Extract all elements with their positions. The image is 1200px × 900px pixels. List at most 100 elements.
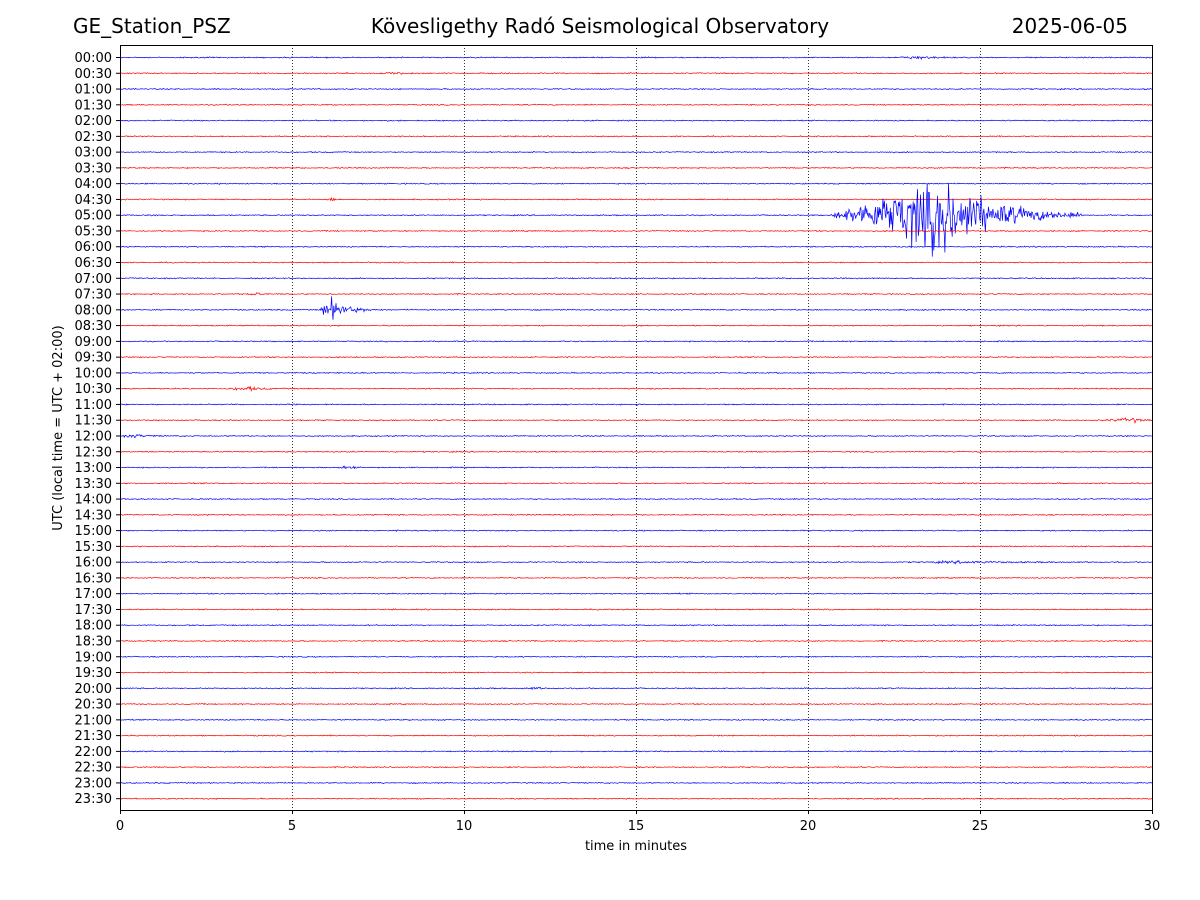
y-tick-label: 18:30 [75,634,112,649]
y-tick-label: 14:30 [75,508,112,523]
y-tick-label: 22:00 [75,745,112,760]
y-tick-label: 11:00 [75,398,112,413]
y-tick-label: 03:30 [75,161,112,176]
trace-0230 [119,135,1153,138]
y-tick-label: 20:00 [75,682,112,697]
trace-0800 [119,296,1153,320]
trace-0530 [119,229,1153,233]
trace-0900 [119,340,1153,343]
y-tick-label: 17:30 [75,603,112,618]
trace-1700 [119,592,1153,595]
trace-0030 [119,71,1153,75]
y-tick-label: 10:30 [75,382,112,397]
record-date: 2025-06-05 [1011,14,1128,38]
x-tick-label: 0 [116,819,124,834]
y-tick-label: 01:00 [75,83,112,98]
trace-0730 [119,292,1153,296]
y-tick-label: 10:00 [75,366,112,381]
x-axis-label: time in minutes [585,839,687,854]
trace-0830 [119,324,1153,327]
trace-1030 [119,385,1153,393]
x-tick-label: 15 [628,819,645,834]
trace-2000 [119,686,1153,691]
trace-0630 [119,261,1153,264]
trace-1930 [119,671,1153,674]
y-tick-label: 19:30 [75,666,112,681]
trace-2030 [119,702,1153,706]
y-tick-label: 08:00 [75,303,112,318]
trace-1400 [119,497,1153,501]
y-tick-label: 13:30 [75,477,112,492]
trace-1130 [119,417,1153,424]
trace-2300 [119,781,1153,785]
y-tick-label: 14:00 [75,493,112,508]
y-tick-label: 02:30 [75,130,112,145]
trace-1500 [119,529,1153,532]
y-tick-label: 20:30 [75,698,112,713]
x-tick-label: 10 [456,819,473,834]
trace-0700 [119,276,1153,280]
y-tick-label: 09:00 [75,335,112,350]
trace-1830 [120,639,1153,643]
trace-1330 [119,481,1153,485]
trace-0300 [119,150,1153,154]
x-tick-label: 5 [288,819,296,834]
trace-1200 [119,434,1153,439]
y-tick-label: 12:00 [75,429,112,444]
x-tick-label: 30 [1144,819,1161,834]
y-tick-label: 06:30 [75,256,112,271]
y-tick-label: 07:00 [75,272,112,287]
trace-2230 [119,765,1153,769]
y-tick-label: 18:00 [75,619,112,634]
y-tick-label: 19:00 [75,650,112,665]
y-tick-label: 16:00 [75,556,112,571]
y-tick-label: 15:00 [75,524,112,539]
trace-1800 [119,623,1153,627]
y-tick-label: 12:30 [75,445,112,460]
trace-1900 [119,655,1153,658]
trace-2100 [119,718,1153,722]
trace-0200 [119,119,1153,122]
y-tick-label: 13:00 [75,461,112,476]
y-tick-label: 01:30 [75,98,112,113]
y-tick-label: 21:30 [75,729,112,744]
trace-1630 [119,576,1153,580]
trace-0930 [119,355,1153,359]
trace-0000 [119,55,1153,61]
trace-0600 [119,245,1153,249]
trace-1230 [119,450,1153,454]
y-tick-label: 07:30 [75,288,112,303]
y-tick-label: 22:30 [75,761,112,776]
x-tick-label: 20 [800,819,817,834]
y-tick-label: 03:00 [75,146,112,161]
y-tick-label: 15:30 [75,540,112,555]
plot-frame [120,45,1153,811]
trace-1600 [119,559,1153,565]
trace-0130 [119,103,1153,107]
y-tick-label: 16:30 [75,571,112,586]
trace-0400 [119,182,1153,185]
trace-1430 [119,513,1153,517]
y-tick-label: 23:00 [75,776,112,791]
y-tick-label: 21:00 [75,713,112,728]
seismogram-traces [119,55,1153,800]
x-tick-label: 25 [972,819,989,834]
y-axis: 00:0000:3001:0001:3002:0002:3003:0003:30… [75,51,120,807]
trace-0330 [119,166,1153,170]
station-name: GE_Station_PSZ [73,14,231,38]
y-tick-label: 23:30 [75,792,112,807]
trace-1100 [119,403,1153,406]
y-tick-label: 06:00 [75,240,112,255]
trace-0500 [119,183,1153,257]
y-tick-label: 05:30 [75,224,112,239]
y-axis-label: UTC (local time = UTC + 02:00) [51,325,66,530]
trace-0100 [119,87,1153,91]
y-tick-label: 02:00 [75,114,112,129]
y-tick-label: 04:00 [75,177,112,192]
grid-lines [292,45,981,810]
y-tick-label: 08:30 [75,319,112,334]
y-tick-label: 05:00 [75,209,112,224]
trace-1000 [119,371,1153,375]
trace-1530 [119,545,1153,548]
chart-title: Kövesligethy Radó Seismological Observat… [370,14,830,38]
